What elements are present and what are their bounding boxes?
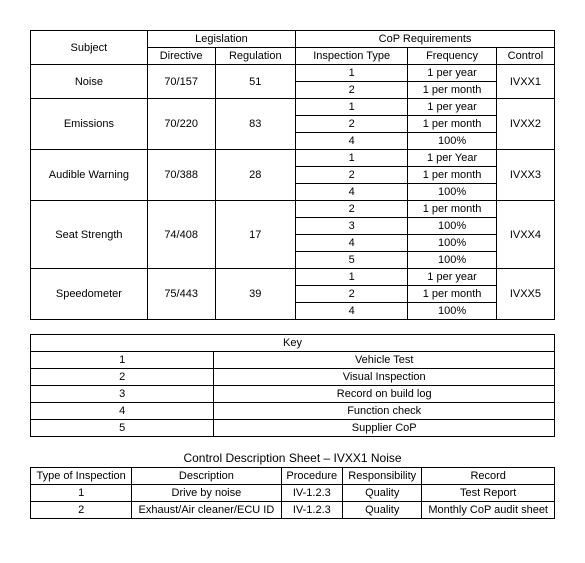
main-table: Subject Legislation CoP Requirements Dir… bbox=[30, 30, 555, 320]
col-subject: Subject bbox=[31, 31, 148, 65]
directive-cell: 74/408 bbox=[147, 201, 215, 269]
col-regulation: Regulation bbox=[215, 48, 296, 65]
control-cell: IVXX4 bbox=[496, 201, 554, 269]
cds-title: Control Description Sheet – IVXX1 Noise bbox=[30, 451, 555, 465]
insp-type-cell: 1 bbox=[296, 150, 408, 167]
cds-type: 2 bbox=[31, 502, 132, 519]
control-cell: IVXX1 bbox=[496, 65, 554, 99]
col-insp-type: Inspection Type bbox=[296, 48, 408, 65]
key-desc: Vehicle Test bbox=[214, 352, 555, 369]
frequency-cell: 1 per month bbox=[408, 167, 497, 184]
frequency-cell: 100% bbox=[408, 252, 497, 269]
cds-proc: IV-1.2.3 bbox=[281, 502, 343, 519]
frequency-cell: 100% bbox=[408, 218, 497, 235]
col-control: Control bbox=[496, 48, 554, 65]
regulation-cell: 28 bbox=[215, 150, 296, 201]
insp-type-cell: 4 bbox=[296, 235, 408, 252]
insp-type-cell: 1 bbox=[296, 99, 408, 116]
regulation-cell: 17 bbox=[215, 201, 296, 269]
cds-desc: Drive by noise bbox=[132, 485, 281, 502]
insp-type-cell: 2 bbox=[296, 286, 408, 303]
key-num: 1 bbox=[31, 352, 214, 369]
key-num: 3 bbox=[31, 386, 214, 403]
key-desc: Visual Inspection bbox=[214, 369, 555, 386]
insp-type-cell: 1 bbox=[296, 65, 408, 82]
frequency-cell: 100% bbox=[408, 303, 497, 320]
key-table: Key 1Vehicle Test2Visual Inspection3Reco… bbox=[30, 334, 555, 437]
subject-cell: Seat Strength bbox=[31, 201, 148, 269]
insp-type-cell: 3 bbox=[296, 218, 408, 235]
frequency-cell: 1 per month bbox=[408, 201, 497, 218]
cds-table: Type of Inspection Description Procedure… bbox=[30, 467, 555, 519]
cds-proc: IV-1.2.3 bbox=[281, 485, 343, 502]
subject-cell: Audible Warning bbox=[31, 150, 148, 201]
cds-col-resp: Responsibility bbox=[343, 468, 422, 485]
key-desc: Record on build log bbox=[214, 386, 555, 403]
col-directive: Directive bbox=[147, 48, 215, 65]
frequency-cell: 100% bbox=[408, 235, 497, 252]
col-frequency: Frequency bbox=[408, 48, 497, 65]
subject-cell: Emissions bbox=[31, 99, 148, 150]
directive-cell: 75/443 bbox=[147, 269, 215, 320]
insp-type-cell: 4 bbox=[296, 303, 408, 320]
frequency-cell: 1 per year bbox=[408, 269, 497, 286]
insp-type-cell: 2 bbox=[296, 201, 408, 218]
frequency-cell: 100% bbox=[408, 133, 497, 150]
regulation-cell: 83 bbox=[215, 99, 296, 150]
control-cell: IVXX2 bbox=[496, 99, 554, 150]
key-num: 2 bbox=[31, 369, 214, 386]
subject-cell: Speedometer bbox=[31, 269, 148, 320]
frequency-cell: 1 per year bbox=[408, 99, 497, 116]
cds-type: 1 bbox=[31, 485, 132, 502]
key-num: 4 bbox=[31, 403, 214, 420]
insp-type-cell: 2 bbox=[296, 167, 408, 184]
insp-type-cell: 4 bbox=[296, 184, 408, 201]
directive-cell: 70/157 bbox=[147, 65, 215, 99]
frequency-cell: 1 per month bbox=[408, 82, 497, 99]
frequency-cell: 1 per month bbox=[408, 116, 497, 133]
cds-col-proc: Procedure bbox=[281, 468, 343, 485]
key-desc: Supplier CoP bbox=[214, 420, 555, 437]
insp-type-cell: 4 bbox=[296, 133, 408, 150]
frequency-cell: 1 per year bbox=[408, 65, 497, 82]
cds-col-desc: Description bbox=[132, 468, 281, 485]
key-num: 5 bbox=[31, 420, 214, 437]
insp-type-cell: 1 bbox=[296, 269, 408, 286]
cds-rec: Test Report bbox=[422, 485, 555, 502]
regulation-cell: 39 bbox=[215, 269, 296, 320]
insp-type-cell: 2 bbox=[296, 116, 408, 133]
directive-cell: 70/220 bbox=[147, 99, 215, 150]
directive-cell: 70/388 bbox=[147, 150, 215, 201]
control-cell: IVXX3 bbox=[496, 150, 554, 201]
cds-resp: Quality bbox=[343, 502, 422, 519]
regulation-cell: 51 bbox=[215, 65, 296, 99]
cds-desc: Exhaust/Air cleaner/ECU ID bbox=[132, 502, 281, 519]
key-title: Key bbox=[31, 335, 555, 352]
cds-resp: Quality bbox=[343, 485, 422, 502]
col-cop: CoP Requirements bbox=[296, 31, 555, 48]
insp-type-cell: 5 bbox=[296, 252, 408, 269]
col-legislation: Legislation bbox=[147, 31, 295, 48]
cds-col-rec: Record bbox=[422, 468, 555, 485]
control-cell: IVXX5 bbox=[496, 269, 554, 320]
cds-col-type: Type of Inspection bbox=[31, 468, 132, 485]
frequency-cell: 1 per month bbox=[408, 286, 497, 303]
subject-cell: Noise bbox=[31, 65, 148, 99]
insp-type-cell: 2 bbox=[296, 82, 408, 99]
cds-rec: Monthly CoP audit sheet bbox=[422, 502, 555, 519]
frequency-cell: 100% bbox=[408, 184, 497, 201]
frequency-cell: 1 per Year bbox=[408, 150, 497, 167]
key-desc: Function check bbox=[214, 403, 555, 420]
